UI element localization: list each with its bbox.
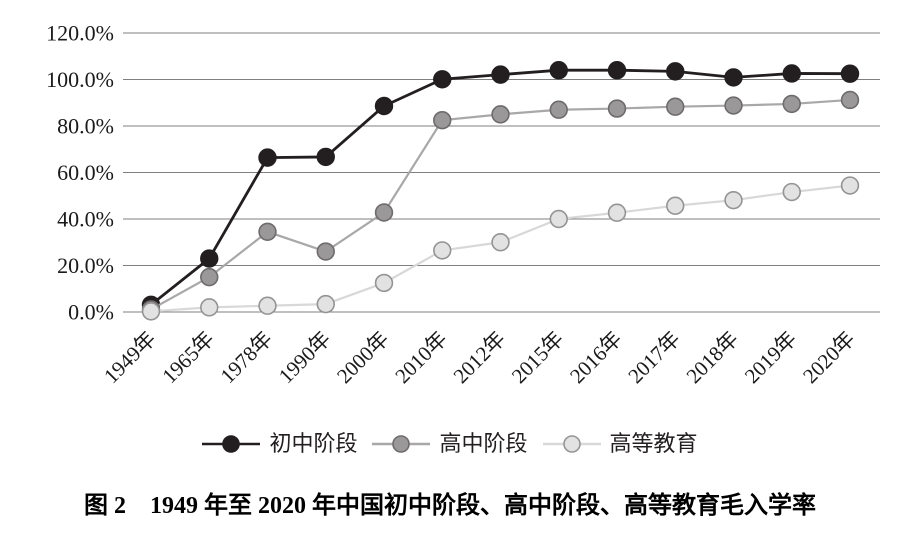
data-point xyxy=(666,97,685,116)
legend-item-junior-secondary-stage: 初中阶段 xyxy=(202,430,358,456)
figure-caption: 图 2 1949 年至 2020 年中国初中阶段、高中阶段、高等教育毛入学率 xyxy=(84,493,816,519)
series-higher-education xyxy=(141,176,860,321)
data-point xyxy=(782,64,801,83)
data-point xyxy=(782,94,801,114)
y-tick-label: 100.0% xyxy=(46,67,114,92)
data-point xyxy=(200,298,219,317)
data-point xyxy=(316,294,335,314)
legend-marker-icon xyxy=(372,435,431,453)
data-point xyxy=(666,196,685,215)
data-point xyxy=(258,222,277,241)
x-tick-label: 2015年 xyxy=(507,327,569,389)
data-point xyxy=(491,105,510,124)
y-tick-label: 120.0% xyxy=(46,21,114,46)
data-point xyxy=(258,296,277,315)
series-line xyxy=(150,98,851,311)
data-point xyxy=(549,100,568,119)
data-point xyxy=(724,68,743,87)
legend-item-higher-education: 高等教育 xyxy=(542,430,698,456)
y-tick-label: 0.0% xyxy=(68,300,114,325)
data-point xyxy=(840,64,860,83)
data-point xyxy=(316,147,335,167)
x-axis-labels: 1949年1965年1978年1990年2000年2010年2012年2015年… xyxy=(99,327,860,389)
y-tick-label: 60.0% xyxy=(57,160,114,185)
data-point xyxy=(607,99,627,118)
data-point xyxy=(316,242,335,261)
data-point xyxy=(607,203,627,222)
data-point xyxy=(549,60,568,80)
data-point xyxy=(491,65,510,84)
x-tick-label: 2018年 xyxy=(682,327,744,389)
data-point xyxy=(374,96,394,116)
legend-dot-icon xyxy=(222,435,241,453)
data-point xyxy=(607,60,627,80)
data-point xyxy=(666,62,685,81)
legend-label: 高中阶段 xyxy=(439,430,528,456)
x-tick-label: 1978年 xyxy=(216,327,278,389)
y-tick-label: 40.0% xyxy=(57,207,114,232)
y-tick-label: 20.0% xyxy=(57,253,114,278)
legend-label: 初中阶段 xyxy=(269,430,358,456)
data-point xyxy=(433,241,452,260)
data-point xyxy=(374,273,394,293)
data-point xyxy=(782,182,801,202)
series-junior-secondary-stage xyxy=(141,60,860,314)
gridlines-and-y-axis: 0.0% 20.0% 40.0% 60.0% 80.0% 100.0% 120.0% xyxy=(46,21,880,325)
x-tick-label: 2012年 xyxy=(449,327,511,389)
data-point xyxy=(141,302,161,321)
chart-legend: 初中阶段 高中阶段 高等教育 xyxy=(0,431,900,457)
data-point xyxy=(549,209,568,229)
data-point xyxy=(724,190,743,210)
data-point xyxy=(374,203,394,222)
legend-label: 高等教育 xyxy=(609,430,698,456)
x-tick-label: 1990年 xyxy=(274,327,336,389)
x-tick-label: 2020年 xyxy=(798,327,860,389)
legend-marker-icon xyxy=(202,435,261,453)
x-tick-label: 2010年 xyxy=(390,327,452,389)
x-tick-label: 2000年 xyxy=(332,327,394,389)
data-point xyxy=(258,148,277,167)
x-tick-label: 1965年 xyxy=(157,327,219,389)
enrollment-rate-line-chart: 0.0% 20.0% 40.0% 60.0% 80.0% 100.0% 120.0% 1949… xyxy=(46,21,880,389)
legend-item-senior-secondary-stage: 高中阶段 xyxy=(372,430,528,456)
data-point xyxy=(840,176,860,195)
x-tick-label: 2016年 xyxy=(565,327,627,389)
legend-dot-icon xyxy=(562,435,581,453)
x-tick-label: 2017年 xyxy=(623,327,685,389)
data-point xyxy=(433,70,452,89)
x-tick-label: 1949年 xyxy=(99,327,161,389)
data-point xyxy=(200,249,219,268)
legend-marker-icon xyxy=(542,435,601,453)
data-point xyxy=(491,233,510,252)
data-point xyxy=(433,110,452,130)
x-tick-label: 2019年 xyxy=(740,327,802,389)
legend-dot-icon xyxy=(392,435,411,453)
data-point xyxy=(724,96,743,115)
data-point xyxy=(200,267,219,287)
data-point xyxy=(840,90,860,110)
y-tick-label: 80.0% xyxy=(57,114,114,139)
